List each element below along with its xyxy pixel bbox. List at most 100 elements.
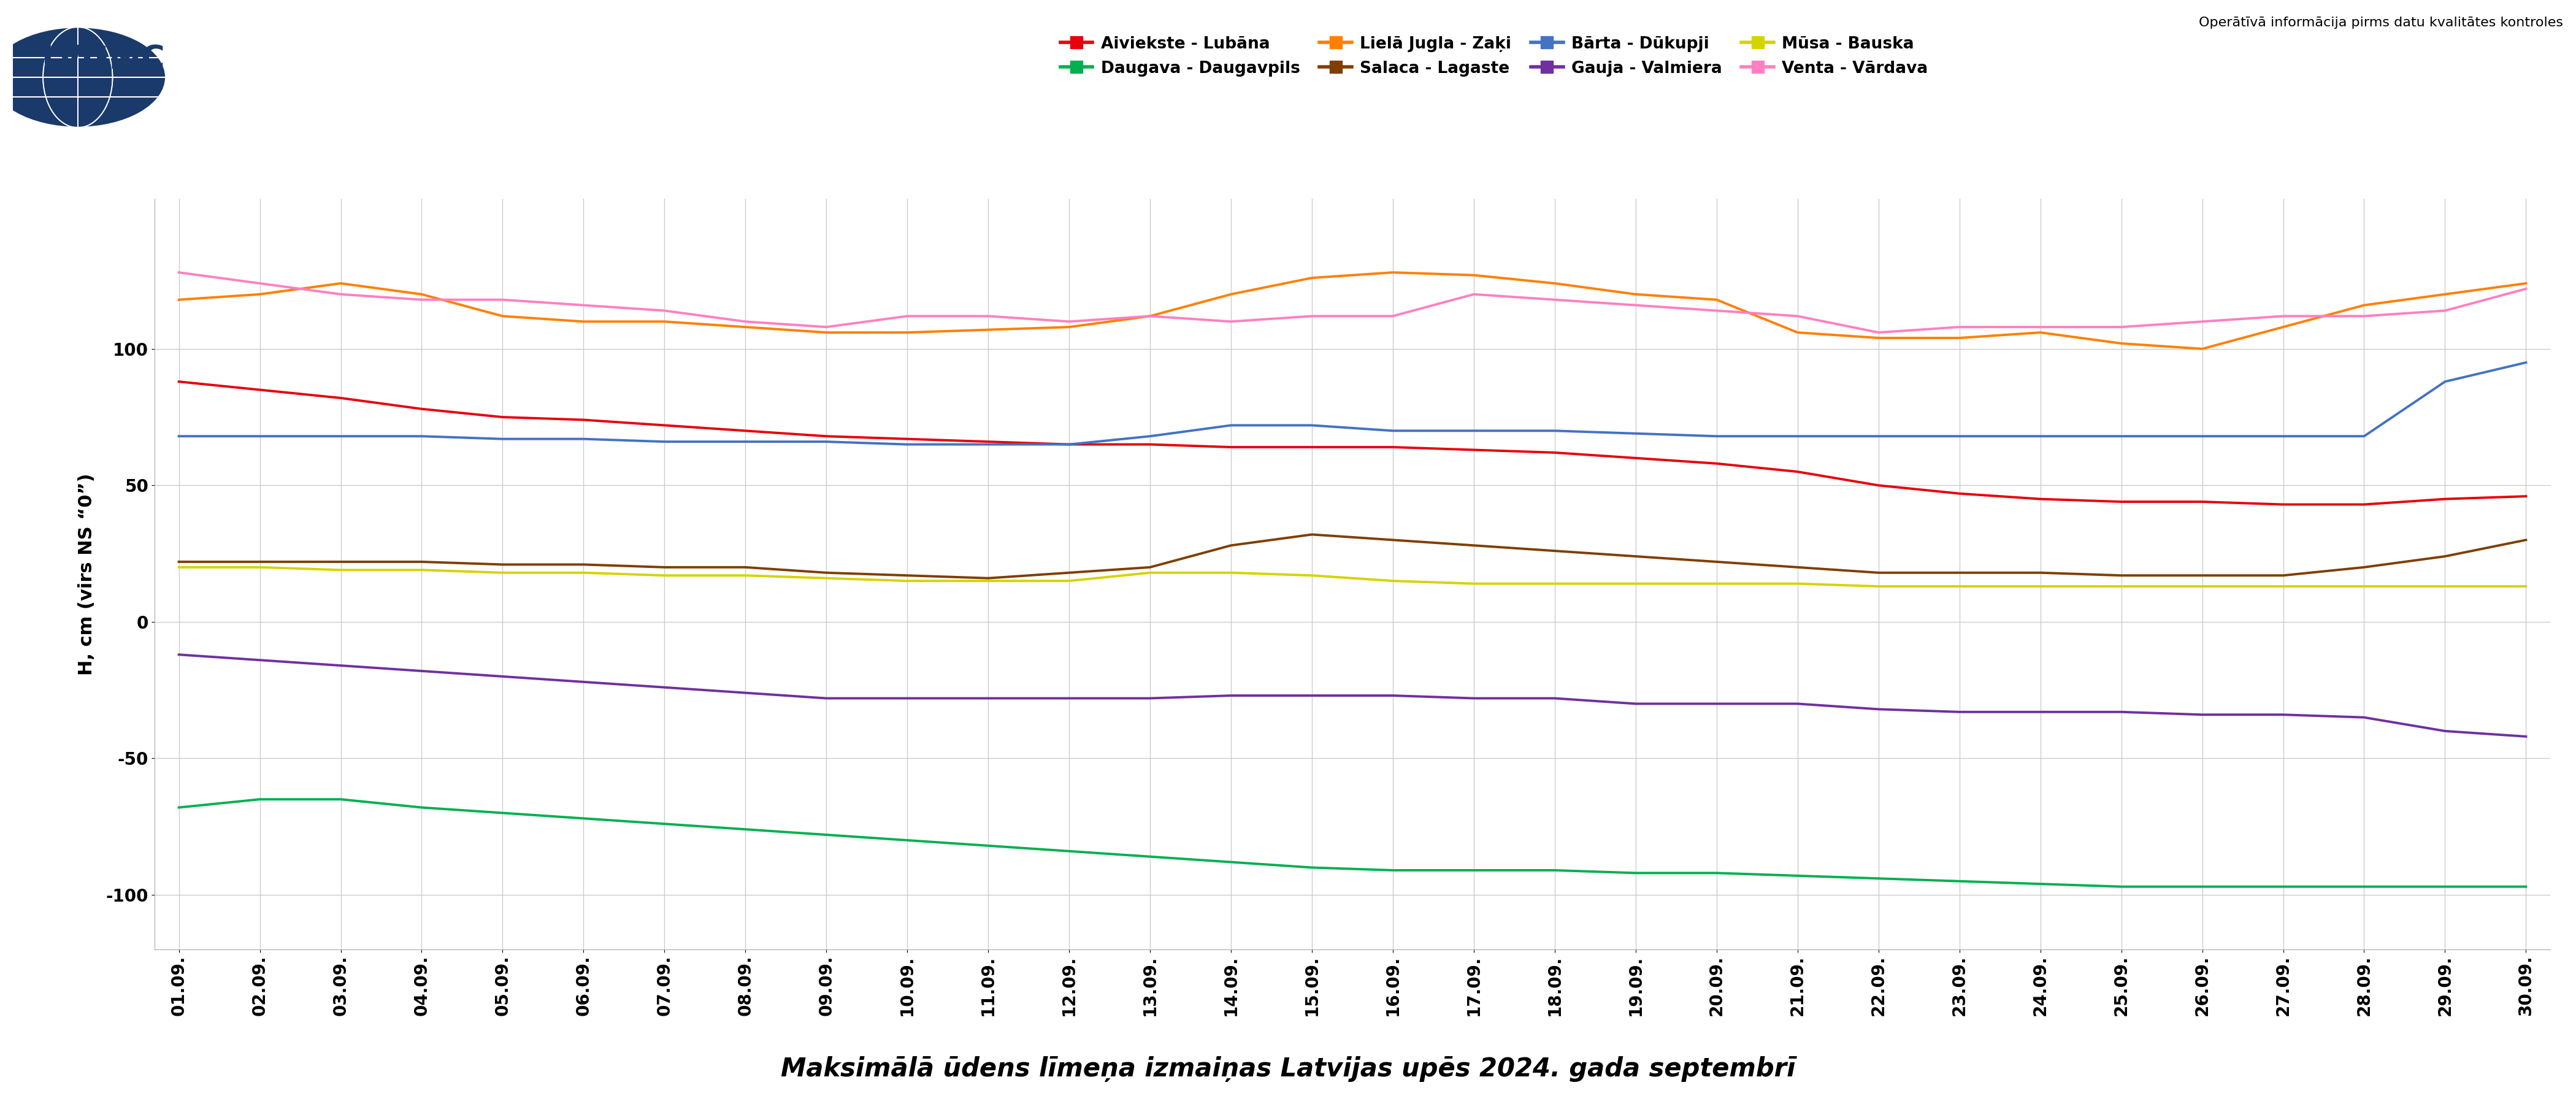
Gauja - Valmiera xyxy=(974,692,1005,705)
Mūsa - Bauska xyxy=(649,569,680,582)
Salaca - Lagaste xyxy=(649,561,680,574)
Venta - Vārdava xyxy=(245,277,276,290)
Bārta - Dūkupji xyxy=(1133,429,1164,443)
Bārta - Dūkupji xyxy=(1862,429,1893,443)
Gauja - Valmiera xyxy=(1945,705,1976,719)
Lielā Jugla - Zaķi xyxy=(1620,288,1651,301)
Lielā Jugla - Zaķi xyxy=(1945,331,1976,344)
Aiviekste - Lubāna xyxy=(325,392,355,405)
Line: Aiviekste - Lubāna: Aiviekste - Lubāna xyxy=(178,382,2527,505)
Salaca - Lagaste xyxy=(2267,569,2298,582)
Bārta - Dūkupji xyxy=(2349,429,2380,443)
Gauja - Valmiera xyxy=(1783,697,1814,710)
Aiviekste - Lubāna xyxy=(2429,492,2460,506)
Bārta - Dūkupji xyxy=(2512,355,2543,369)
Bārta - Dūkupji xyxy=(1540,424,1571,437)
Text: Maksimālā ūdens līmeņa izmaiņas Latvijas upēs 2024. gada septembrī: Maksimālā ūdens līmeņa izmaiņas Latvijas… xyxy=(781,1057,1795,1082)
Aiviekste - Lubāna xyxy=(407,402,438,415)
Venta - Vārdava xyxy=(325,288,355,301)
Lielā Jugla - Zaķi xyxy=(407,288,438,301)
Line: Gauja - Valmiera: Gauja - Valmiera xyxy=(178,655,2527,736)
Mūsa - Bauska xyxy=(1540,577,1571,591)
Gauja - Valmiera xyxy=(729,687,760,700)
Daugava - Daugavpils xyxy=(891,834,922,847)
Salaca - Lagaste xyxy=(1296,528,1327,541)
Gauja - Valmiera xyxy=(2105,705,2136,719)
Mūsa - Bauska xyxy=(407,563,438,576)
Aiviekste - Lubāna xyxy=(1378,440,1409,454)
Aiviekste - Lubāna xyxy=(245,383,276,396)
Salaca - Lagaste xyxy=(569,558,600,571)
Text: LVĢMC: LVĢMC xyxy=(41,44,165,76)
Gauja - Valmiera xyxy=(407,665,438,678)
Lielā Jugla - Zaķi xyxy=(1378,266,1409,279)
Venta - Vārdava xyxy=(487,293,518,306)
Venta - Vārdava xyxy=(1945,320,1976,333)
Y-axis label: H, cm (virs NS “0”): H, cm (virs NS “0”) xyxy=(77,473,95,676)
Aiviekste - Lubāna xyxy=(974,435,1005,448)
Venta - Vārdava xyxy=(974,309,1005,322)
Bārta - Dūkupji xyxy=(729,435,760,448)
Venta - Vārdava xyxy=(2429,304,2460,317)
Salaca - Lagaste xyxy=(729,561,760,574)
Gauja - Valmiera xyxy=(1216,689,1247,702)
Aiviekste - Lubāna xyxy=(1862,479,1893,492)
Venta - Vārdava xyxy=(891,309,922,322)
Lielā Jugla - Zaķi xyxy=(729,320,760,333)
Mūsa - Bauska xyxy=(2025,580,2056,593)
Aiviekste - Lubāna xyxy=(1540,446,1571,459)
Gauja - Valmiera xyxy=(1620,697,1651,710)
Venta - Vārdava xyxy=(649,304,680,317)
Bārta - Dūkupji xyxy=(162,429,193,443)
Aiviekste - Lubāna xyxy=(2105,495,2136,508)
Daugava - Daugavpils xyxy=(1700,867,1731,880)
Mūsa - Bauska xyxy=(162,561,193,574)
Mūsa - Bauska xyxy=(1945,580,1976,593)
Venta - Vārdava xyxy=(2512,283,2543,296)
Salaca - Lagaste xyxy=(974,572,1005,585)
Salaca - Lagaste xyxy=(2187,569,2218,582)
Gauja - Valmiera xyxy=(325,659,355,672)
Daugava - Daugavpils xyxy=(974,839,1005,852)
Daugava - Daugavpils xyxy=(649,817,680,830)
Salaca - Lagaste xyxy=(487,558,518,571)
Venta - Vārdava xyxy=(1862,326,1893,339)
Bārta - Dūkupji xyxy=(325,429,355,443)
Gauja - Valmiera xyxy=(1054,692,1084,705)
Line: Mūsa - Bauska: Mūsa - Bauska xyxy=(178,567,2527,586)
Gauja - Valmiera xyxy=(2512,730,2543,743)
Lielā Jugla - Zaķi xyxy=(2025,326,2056,339)
Daugava - Daugavpils xyxy=(2025,878,2056,891)
Bārta - Dūkupji xyxy=(1945,429,1976,443)
Bārta - Dūkupji xyxy=(649,435,680,448)
Venta - Vārdava xyxy=(1620,298,1651,311)
Daugava - Daugavpils xyxy=(1783,869,1814,882)
Mūsa - Bauska xyxy=(2187,580,2218,593)
Gauja - Valmiera xyxy=(1458,692,1489,705)
Mūsa - Bauska xyxy=(1458,577,1489,591)
Lielā Jugla - Zaķi xyxy=(1458,268,1489,282)
Salaca - Lagaste xyxy=(1783,561,1814,574)
Venta - Vārdava xyxy=(162,266,193,279)
Lielā Jugla - Zaķi xyxy=(325,277,355,290)
Daugava - Daugavpils xyxy=(2429,880,2460,893)
Bārta - Dūkupji xyxy=(1216,418,1247,432)
Line: Lielā Jugla - Zaķi: Lielā Jugla - Zaķi xyxy=(178,273,2527,349)
Aiviekste - Lubāna xyxy=(649,418,680,432)
Daugava - Daugavpils xyxy=(1620,867,1651,880)
Venta - Vārdava xyxy=(1296,309,1327,322)
Bārta - Dūkupji xyxy=(407,429,438,443)
Mūsa - Bauska xyxy=(1862,580,1893,593)
Mūsa - Bauska xyxy=(1216,566,1247,580)
Daugava - Daugavpils xyxy=(729,822,760,836)
Mūsa - Bauska xyxy=(1296,569,1327,582)
Mūsa - Bauska xyxy=(2429,580,2460,593)
Bārta - Dūkupji xyxy=(1783,429,1814,443)
Venta - Vārdava xyxy=(2349,309,2380,322)
Bārta - Dūkupji xyxy=(1458,424,1489,437)
Gauja - Valmiera xyxy=(487,670,518,683)
Venta - Vārdava xyxy=(2267,309,2298,322)
Venta - Vārdava xyxy=(729,315,760,328)
Lielā Jugla - Zaķi xyxy=(1133,309,1164,322)
Salaca - Lagaste xyxy=(407,555,438,569)
